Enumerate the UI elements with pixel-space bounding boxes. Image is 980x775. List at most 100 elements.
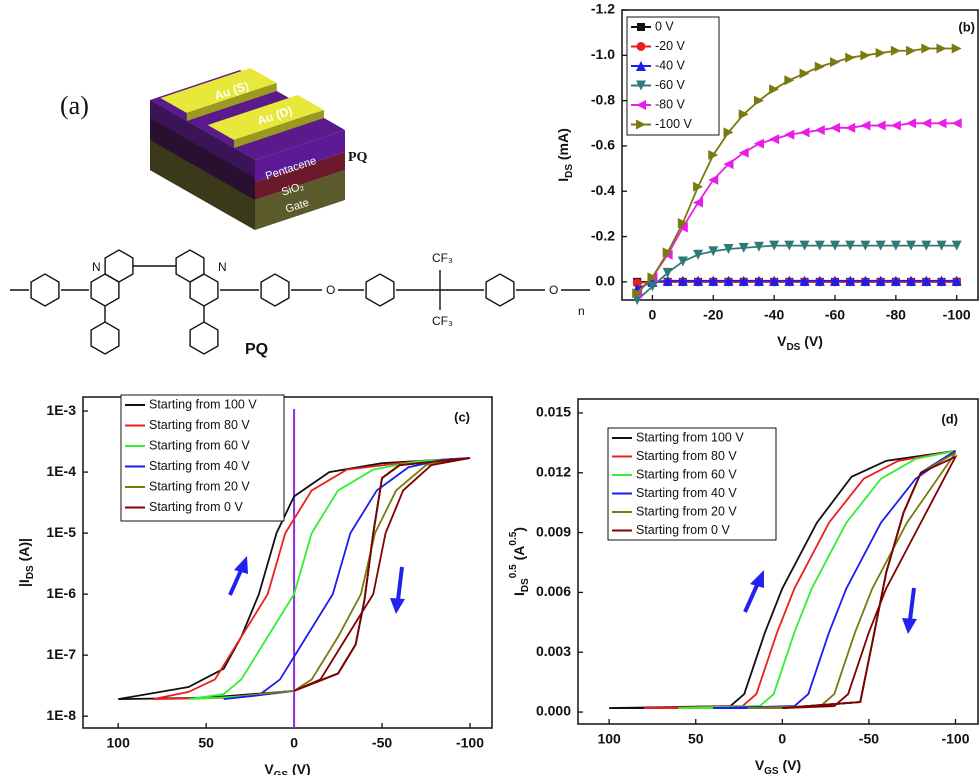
legend-label: Starting from 40 V (636, 486, 737, 500)
marker (677, 222, 688, 233)
marker (693, 181, 704, 192)
marker (677, 275, 688, 286)
axis-title-part: V (777, 333, 787, 349)
x-tick-label: 100 (107, 735, 131, 751)
drain-electrode (207, 95, 324, 140)
marker (769, 84, 780, 95)
y-tick-label: 0.012 (536, 463, 571, 479)
marker (784, 240, 795, 251)
repeat-label: n (578, 304, 585, 318)
marker (784, 275, 795, 286)
pq-label: PQ (348, 150, 368, 165)
atom-label: CF₃ (432, 251, 453, 265)
legend-box (626, 16, 720, 136)
marker (814, 275, 825, 286)
gate-layer (255, 170, 345, 230)
x-tick-label: 50 (198, 735, 214, 751)
drain-electrode-side (234, 110, 324, 148)
marker (829, 57, 840, 68)
axis-title: IDS0.5 (A0.5) (508, 527, 531, 596)
axis-title-part: I (511, 592, 527, 596)
marker (738, 275, 749, 286)
marker (921, 118, 932, 129)
atom-label: N (218, 260, 227, 274)
marker (784, 75, 795, 86)
legend-label: 0 V (655, 19, 674, 33)
marker (860, 240, 871, 251)
marker (677, 217, 688, 228)
ring (260, 273, 290, 307)
y-tick-label: 1E-5 (46, 524, 76, 540)
marker (799, 127, 810, 138)
marker (814, 61, 825, 72)
marker (845, 122, 856, 133)
legend-label: Starting from 80 V (636, 449, 737, 463)
y-tick-label: -1.0 (591, 46, 615, 62)
marker (875, 275, 886, 286)
axis-title-part: DS (786, 342, 800, 353)
axis-title-part: V (264, 761, 274, 775)
legend-label: Starting from 100 V (636, 430, 744, 444)
marker (921, 240, 932, 251)
ring (365, 273, 395, 307)
marker (708, 174, 719, 185)
marker (875, 120, 886, 131)
arrow-head (390, 598, 405, 614)
panel-label: (a) (60, 91, 89, 120)
legend-label: -100 V (655, 117, 692, 131)
arrow-head (234, 556, 248, 574)
series-line (258, 457, 471, 695)
axis-title-part: ) (511, 527, 527, 532)
legend-label: Starting from 60 V (636, 467, 737, 481)
axis-title: VDS (V) (777, 333, 823, 353)
marker (936, 275, 947, 286)
legend-marker (636, 100, 646, 110)
axis-title-part: (V) (800, 333, 823, 349)
marker (769, 134, 780, 145)
axis-title-part: DS (25, 565, 36, 579)
x-tick-label: 0 (290, 735, 298, 751)
x-tick-label: -40 (764, 307, 784, 323)
marker (906, 45, 917, 56)
bracket (568, 270, 574, 312)
y-tick-label: 0.009 (536, 523, 571, 539)
x-tick-label: -50 (372, 735, 392, 751)
legend-marker (636, 80, 646, 91)
marker (951, 275, 962, 286)
x-tick-label: -100 (456, 735, 484, 751)
marker (951, 43, 962, 54)
x-tick-label: -50 (859, 731, 879, 747)
legend-label: Starting from 20 V (149, 479, 250, 493)
legend-label: Starting from 80 V (149, 418, 250, 432)
legend-label: Starting from 100 V (149, 397, 257, 411)
marker (890, 45, 901, 56)
axis-title-part: DS (564, 164, 575, 178)
marker (845, 240, 856, 251)
marker (769, 240, 780, 251)
axis-title-part: |I (16, 579, 32, 587)
marker (936, 240, 947, 251)
marker (753, 275, 764, 286)
pentacene-layer (255, 130, 345, 182)
marker (647, 272, 658, 283)
block-left-layer (150, 140, 255, 230)
marker (769, 275, 780, 286)
atom-label: O (326, 283, 335, 297)
polymer-name: PQ (245, 341, 268, 358)
y-tick-label: 1E-7 (46, 646, 76, 662)
y-tick-label: 1E-3 (46, 402, 76, 418)
marker (814, 125, 825, 136)
y-tick-label: 1E-4 (46, 463, 76, 479)
series-line (637, 280, 957, 284)
atom-label: CF₃ (432, 314, 453, 328)
ring (104, 249, 134, 283)
series-line (636, 47, 957, 294)
y-tick-label: 0.015 (536, 404, 571, 420)
legend-label: Starting from 60 V (149, 438, 250, 452)
marker (921, 275, 932, 286)
marker (708, 275, 719, 286)
marker (906, 118, 917, 129)
marker (693, 275, 704, 286)
marker (753, 95, 764, 106)
